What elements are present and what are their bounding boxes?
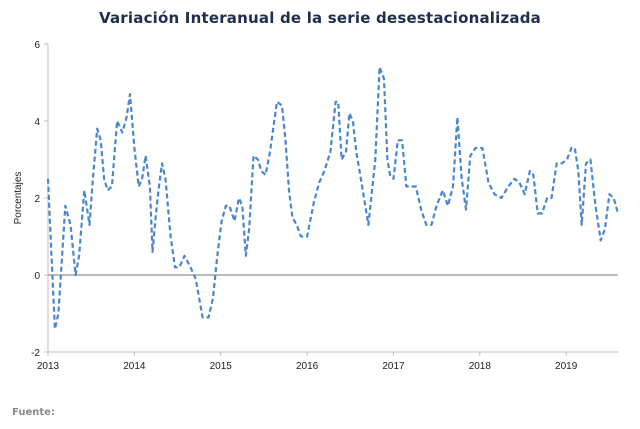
y-axis-title: Porcentajes	[13, 172, 24, 225]
axes	[44, 44, 618, 356]
plot-area	[48, 67, 618, 329]
series-line-0	[48, 67, 618, 329]
x-tick-label: 2019	[555, 361, 578, 372]
y-tick-label: 0	[34, 271, 40, 282]
source-label: Fuente:	[12, 407, 55, 418]
y-tick-label: 4	[34, 117, 40, 128]
x-tick-label: 2015	[210, 361, 233, 372]
y-tick-label: 6	[34, 40, 40, 51]
y-tick-label: -2	[31, 348, 40, 359]
x-tick-label: 2014	[123, 361, 146, 372]
x-tick-label: 2017	[382, 361, 405, 372]
axis-labels: -2 0 2 4 6 2013 2014 2015 2016 2017 2018 2019 Porcen…	[13, 40, 578, 372]
x-tick-label: 2018	[469, 361, 492, 372]
y-tick-label: 2	[34, 194, 40, 205]
x-tick-label: 2016	[296, 361, 319, 372]
x-tick-label: 2013	[37, 361, 60, 372]
